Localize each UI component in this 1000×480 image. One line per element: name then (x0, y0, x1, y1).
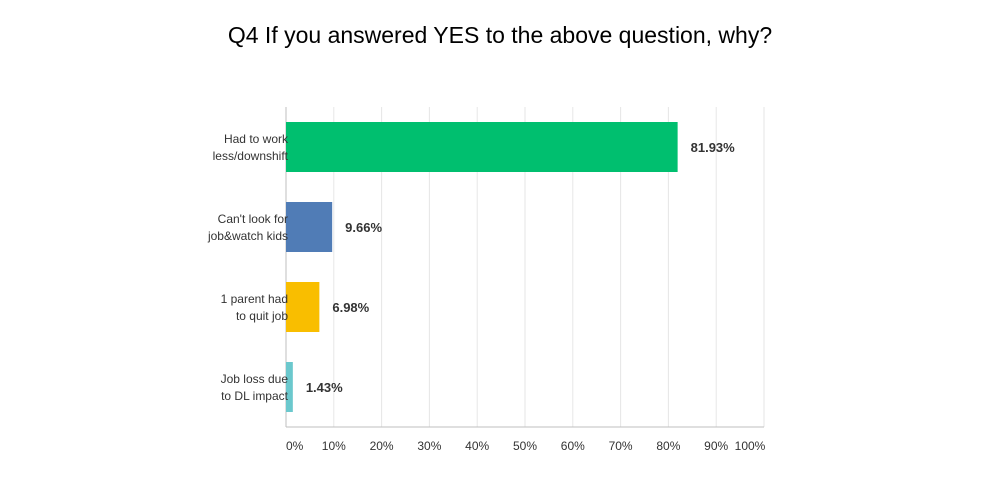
category-label-line: 1 parent had (221, 292, 288, 306)
category-label: 1 parent had to quit job (221, 292, 289, 323)
x-tick-label: 30% (417, 439, 441, 453)
category-label-line: Job loss due (221, 372, 289, 386)
bar (286, 282, 320, 332)
data-label: 1.43% (306, 380, 343, 395)
x-tick-label: 80% (656, 439, 680, 453)
data-label: 81.93% (691, 140, 736, 155)
bar (286, 202, 333, 252)
category-labels: Had to work less/downshift Can't look for j… (207, 132, 289, 403)
x-tick-label: 90% (704, 439, 728, 453)
x-tick-label: 20% (370, 439, 394, 453)
category-label: Job loss due to DL impact (221, 372, 289, 403)
x-axis-ticks: 0% 10% 20% 30% 40% 50% 60% 70% 80% 90% 100% (286, 439, 766, 453)
bar (286, 362, 293, 412)
x-tick-label: 10% (322, 439, 346, 453)
category-label-line: to quit job (236, 309, 288, 323)
x-tick-label: 40% (465, 439, 489, 453)
category-label-line: job&watch kids (207, 229, 288, 243)
data-label: 9.66% (345, 220, 382, 235)
category-label-line: less/downshift (213, 149, 289, 163)
category-label-line: Had to work (224, 132, 289, 146)
x-tick-label: 60% (561, 439, 585, 453)
x-tick-label: 70% (609, 439, 633, 453)
bar (286, 122, 678, 172)
category-label-line: to DL impact (221, 389, 289, 403)
x-tick-label: 0% (286, 439, 304, 453)
bars (286, 122, 678, 412)
value-labels: 81.93% 9.66% 6.98% 1.43% (306, 140, 735, 395)
category-label-line: Can't look for (218, 212, 288, 226)
x-tick-label: 100% (735, 439, 766, 453)
category-label: Had to work less/downshift (213, 132, 289, 163)
chart-title: Q4 If you answered YES to the above ques… (227, 22, 773, 48)
data-label: 6.98% (332, 300, 369, 315)
x-tick-label: 50% (513, 439, 537, 453)
category-label: Can't look for job&watch kids (207, 212, 288, 243)
